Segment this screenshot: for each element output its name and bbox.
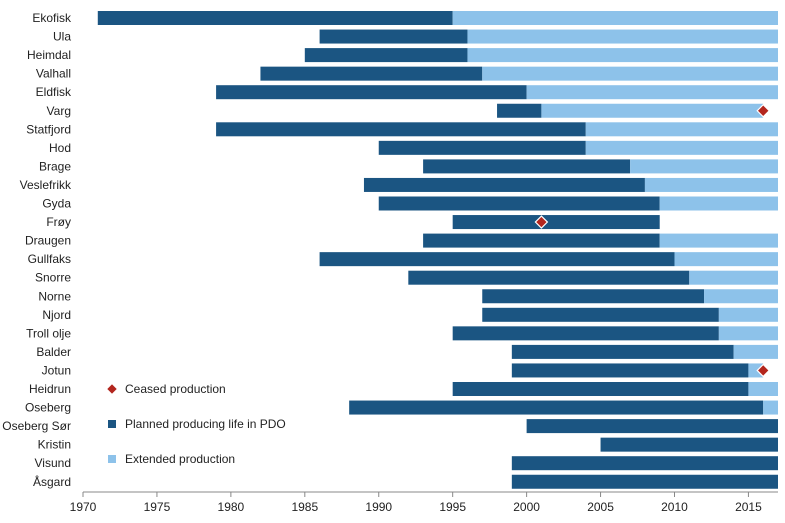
bar-extended-9	[644, 177, 778, 192]
bar-planned-5	[497, 103, 542, 118]
bar-extended-10	[659, 196, 778, 211]
bar-extended-16	[718, 307, 778, 322]
category-label-9: Veslefrikk	[20, 178, 72, 192]
x-tick-label-5: 1995	[439, 500, 466, 514]
legend-marker-extended	[108, 455, 116, 463]
category-label-5: Varg	[47, 104, 71, 118]
bar-planned-14	[408, 270, 690, 285]
category-label-13: Gullfaks	[28, 252, 71, 266]
bar-planned-25	[511, 474, 778, 489]
bar-planned-4	[216, 85, 527, 100]
category-label-20: Heidrun	[29, 382, 71, 396]
bar-planned-20	[452, 382, 749, 396]
legend-label-planned: Planned producing life in PDO	[125, 417, 286, 431]
x-tick-label-0: 1970	[70, 500, 97, 514]
category-label-12: Draugen	[25, 234, 71, 248]
x-tick-label-8: 2010	[661, 500, 688, 514]
bar-planned-17	[452, 326, 719, 341]
category-label-1: Ula	[53, 30, 71, 44]
bar-planned-19	[511, 363, 749, 378]
bar-planned-21	[349, 400, 764, 415]
bar-extended-6	[585, 122, 778, 137]
legend-label-extended: Extended production	[125, 452, 235, 466]
category-label-14: Snorre	[35, 271, 71, 285]
legend: Ceased production Planned producing life …	[105, 382, 286, 466]
bar-extended-13	[674, 252, 778, 267]
category-label-18: Balder	[36, 345, 71, 359]
category-label-21: Oseberg	[25, 401, 71, 415]
category-label-0: Ekofisk	[32, 11, 72, 25]
bar-planned-24	[511, 456, 778, 471]
category-label-10: Gyda	[42, 197, 71, 211]
bar-planned-12	[423, 233, 660, 248]
category-label-22: Oseberg Sør	[2, 419, 71, 433]
bar-extended-19	[748, 363, 764, 378]
ceased-marker-5	[756, 103, 771, 118]
bar-planned-15	[482, 289, 705, 304]
category-label-2: Heimdal	[27, 48, 71, 62]
category-label-8: Brage	[39, 159, 71, 173]
bar-planned-0	[97, 11, 453, 25]
category-label-6: Statfjord	[26, 122, 71, 136]
category-label-7: Hod	[49, 141, 71, 155]
legend-label-ceased: Ceased production	[125, 382, 226, 396]
bar-planned-16	[482, 307, 719, 322]
x-tick-label-2: 1980	[218, 500, 245, 514]
bar-extended-5	[541, 103, 764, 118]
bar-extended-1	[467, 29, 778, 44]
category-label-24: Visund	[35, 456, 71, 470]
bar-planned-13	[319, 252, 675, 267]
bar-planned-8	[423, 159, 631, 174]
bar-planned-10	[378, 196, 660, 211]
x-tick-label-4: 1990	[365, 500, 392, 514]
bar-extended-21	[763, 400, 778, 415]
bar-extended-4	[526, 85, 778, 100]
category-label-3: Valhall	[36, 67, 71, 81]
bar-planned-6	[216, 122, 586, 137]
category-labels: Ekofisk Ula Heimdal Valhall Eldfisk Varg Statf…	[2, 11, 72, 489]
bar-planned-7	[378, 140, 586, 155]
bar-extended-2	[467, 48, 778, 63]
bars-layer	[97, 11, 778, 489]
x-tick-label-9: 2015	[735, 500, 762, 514]
category-label-25: Åsgard	[33, 474, 71, 489]
bar-extended-0	[452, 11, 778, 25]
category-label-15: Norne	[38, 289, 71, 303]
bar-extended-7	[585, 140, 778, 155]
x-axis: 1970 1975 1980 1985 1990 1995 2000 2005 2010 2015	[70, 491, 778, 514]
bar-extended-15	[704, 289, 778, 304]
bar-extended-14	[689, 270, 778, 285]
bar-planned-18	[511, 344, 734, 359]
bar-planned-23	[600, 437, 778, 452]
x-tick-label-7: 2005	[587, 500, 614, 514]
bar-extended-8	[630, 159, 778, 174]
legend-marker-planned	[108, 420, 116, 428]
x-tick-label-1: 1975	[144, 500, 171, 514]
ceased-marker-11	[534, 215, 549, 229]
category-label-19: Jotun	[42, 363, 71, 377]
bar-planned-9	[363, 177, 645, 192]
bar-extended-12	[659, 233, 778, 248]
bar-planned-11	[452, 215, 660, 230]
category-label-23: Kristin	[38, 438, 71, 452]
x-tick-label-6: 2000	[513, 500, 540, 514]
bar-planned-2	[304, 48, 468, 63]
bar-extended-3	[482, 66, 778, 81]
category-label-17: Troll olje	[26, 326, 71, 340]
bar-planned-22	[526, 419, 778, 434]
category-label-11: Frøy	[46, 215, 71, 229]
legend-marker-ceased	[105, 382, 119, 396]
ceased-marker-19	[756, 363, 771, 378]
bar-extended-20	[748, 382, 778, 396]
bar-planned-3	[260, 66, 483, 81]
bar-extended-18	[733, 344, 778, 359]
x-tick-label-3: 1985	[291, 500, 318, 514]
category-label-4: Eldfisk	[36, 85, 72, 99]
ceased-markers-layer	[534, 103, 771, 378]
category-label-16: Njord	[42, 308, 71, 322]
bar-extended-17	[718, 326, 778, 341]
bar-planned-1	[319, 29, 468, 44]
